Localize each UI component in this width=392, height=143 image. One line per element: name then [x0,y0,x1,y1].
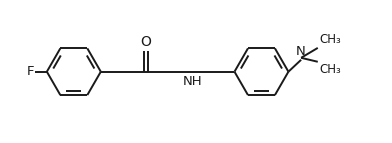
Text: CH₃: CH₃ [319,63,341,76]
Text: O: O [141,35,151,49]
Text: N: N [296,45,306,58]
Text: F: F [26,65,34,78]
Text: NH: NH [183,75,202,88]
Text: CH₃: CH₃ [319,33,341,46]
